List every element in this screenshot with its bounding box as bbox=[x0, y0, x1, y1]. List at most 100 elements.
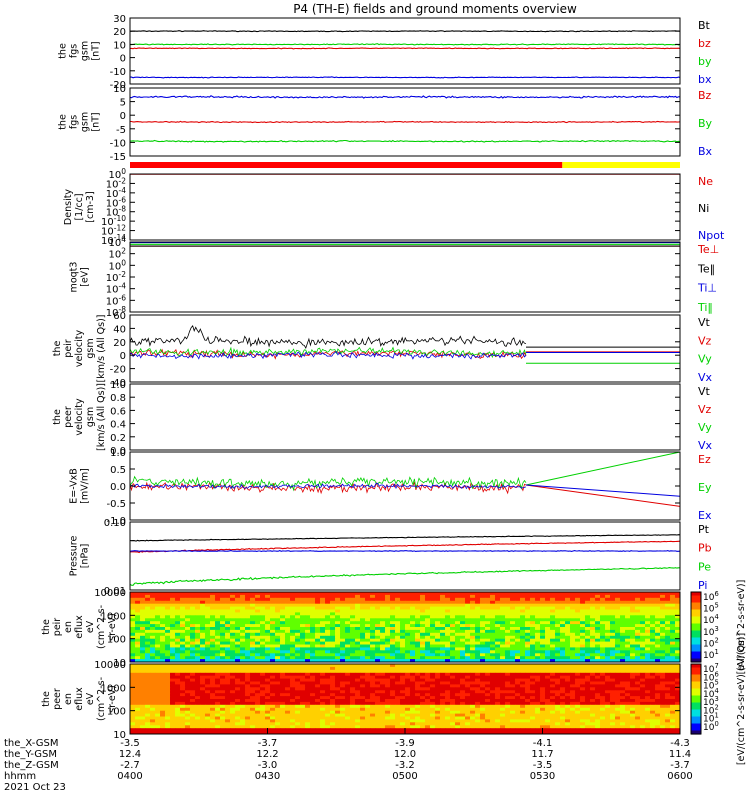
spectrogram-cell bbox=[635, 612, 640, 615]
y-axis-label: [1/cc] bbox=[74, 193, 85, 220]
spectrogram-cell bbox=[625, 645, 630, 648]
spectrogram-cell bbox=[305, 633, 310, 636]
spectrogram-cell bbox=[560, 624, 565, 627]
spectrogram-cell bbox=[405, 714, 410, 717]
spectrogram-cell bbox=[405, 621, 410, 624]
spectrogram-cell bbox=[170, 717, 175, 720]
spectrogram-cell bbox=[145, 667, 150, 670]
spectrogram-cell bbox=[285, 690, 290, 693]
spectrogram-cell bbox=[450, 714, 455, 717]
spectrogram-cell bbox=[240, 610, 245, 613]
spectrogram-cell bbox=[255, 595, 260, 598]
spectrogram-cell bbox=[165, 633, 170, 636]
spectrogram-cell bbox=[640, 607, 645, 610]
spectrogram-cell bbox=[500, 601, 505, 604]
spectrogram-cell bbox=[405, 636, 410, 639]
spectrogram-cell bbox=[595, 612, 600, 615]
spectrogram-cell bbox=[655, 702, 660, 705]
spectrogram-cell bbox=[245, 676, 250, 679]
spectrogram-cell bbox=[275, 598, 280, 601]
spectrogram-cell bbox=[565, 696, 570, 699]
spectrogram-cell bbox=[240, 711, 245, 714]
spectrogram-cell bbox=[640, 656, 645, 659]
spectrogram-cell bbox=[255, 676, 260, 679]
spectrogram-cell bbox=[450, 607, 455, 610]
spectrogram-cell bbox=[430, 673, 435, 676]
spectrogram-cell bbox=[300, 642, 305, 645]
spectrogram-cell bbox=[505, 615, 510, 618]
spectrogram-cell bbox=[365, 684, 370, 687]
spectrogram-cell bbox=[330, 699, 335, 702]
spectrogram-cell bbox=[200, 642, 205, 645]
spectrogram-cell bbox=[590, 642, 595, 645]
spectrogram-cell bbox=[355, 717, 360, 720]
spectrogram-cell bbox=[445, 702, 450, 705]
spectrogram-cell bbox=[360, 647, 365, 650]
spectrogram-cell bbox=[200, 604, 205, 607]
spectrogram-cell bbox=[450, 630, 455, 633]
spectrogram-cell bbox=[585, 696, 590, 699]
spectrogram-cell bbox=[170, 684, 175, 687]
spectrogram-cell bbox=[160, 639, 165, 642]
spectrogram-cell bbox=[315, 612, 320, 615]
spectrogram-cell bbox=[170, 679, 175, 682]
spectrogram-cell bbox=[620, 598, 625, 601]
spectrogram-cell bbox=[305, 676, 310, 679]
spectrogram-cell bbox=[425, 615, 430, 618]
spectrogram-cell bbox=[150, 690, 155, 693]
spectrogram-cell bbox=[155, 696, 160, 699]
spectrogram-cell bbox=[485, 676, 490, 679]
spectrogram-cell bbox=[530, 633, 535, 636]
spectrogram-cell bbox=[645, 684, 650, 687]
spectrogram-cell bbox=[440, 682, 445, 685]
spectrogram-cell bbox=[340, 682, 345, 685]
spectrogram-cell bbox=[300, 604, 305, 607]
spectrogram-cell bbox=[565, 612, 570, 615]
spectrogram-cell bbox=[575, 642, 580, 645]
spectrogram-cell bbox=[430, 687, 435, 690]
spectrogram-cell bbox=[345, 653, 350, 656]
spectrogram-cell bbox=[405, 687, 410, 690]
spectrogram-cell bbox=[310, 598, 315, 601]
spectrogram-cell bbox=[435, 642, 440, 645]
spectrogram-cell bbox=[200, 670, 205, 673]
spectrogram-cell bbox=[655, 650, 660, 653]
spectrogram-cell bbox=[215, 636, 220, 639]
spectrogram-cell bbox=[255, 630, 260, 633]
spectrogram-cell bbox=[305, 595, 310, 598]
spectrogram-cell bbox=[375, 595, 380, 598]
spectrogram-cell bbox=[300, 696, 305, 699]
spectrogram-cell bbox=[465, 650, 470, 653]
spectrogram-cell bbox=[445, 610, 450, 613]
spectrogram-cell bbox=[660, 607, 665, 610]
spectrogram-cell bbox=[215, 650, 220, 653]
spectrogram-cell bbox=[260, 667, 265, 670]
spectrogram-cell bbox=[300, 618, 305, 621]
spectrogram-cell bbox=[470, 673, 475, 676]
spectrogram-cell bbox=[655, 642, 660, 645]
spectrogram-cell bbox=[315, 642, 320, 645]
spectrogram-cell bbox=[285, 627, 290, 630]
spectrogram-cell bbox=[200, 601, 205, 604]
spectrogram-cell bbox=[305, 645, 310, 648]
spectrogram-cell bbox=[335, 650, 340, 653]
spectrogram-cell bbox=[265, 604, 270, 607]
spectrogram-cell bbox=[385, 696, 390, 699]
spectrogram-cell bbox=[215, 708, 220, 711]
spectrogram-cell bbox=[165, 627, 170, 630]
spectrogram-cell bbox=[610, 679, 615, 682]
spectrogram-cell bbox=[385, 627, 390, 630]
spectrogram-cell bbox=[570, 610, 575, 613]
spectrogram-cell bbox=[155, 636, 160, 639]
spectrogram-cell bbox=[400, 656, 405, 659]
spectrogram-cell bbox=[570, 604, 575, 607]
spectrogram-cell bbox=[320, 684, 325, 687]
spectrogram-cell bbox=[510, 615, 515, 618]
spectrogram-cell bbox=[345, 670, 350, 673]
spectrogram-cell bbox=[140, 595, 145, 598]
spectrogram-cell bbox=[640, 636, 645, 639]
spectrogram-cell bbox=[275, 682, 280, 685]
spectrogram-cell bbox=[445, 612, 450, 615]
spectrogram-cell bbox=[355, 642, 360, 645]
spectrogram-cell bbox=[205, 601, 210, 604]
